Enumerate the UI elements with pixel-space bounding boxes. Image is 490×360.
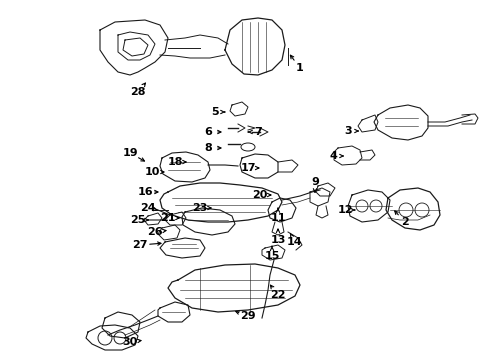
Text: 26: 26 <box>147 227 163 237</box>
Text: 29: 29 <box>240 311 256 321</box>
Text: 19: 19 <box>122 148 138 158</box>
Text: 10: 10 <box>145 167 160 177</box>
Text: 24: 24 <box>140 203 156 213</box>
Text: 12: 12 <box>337 205 353 215</box>
Text: 28: 28 <box>130 87 146 97</box>
Text: 22: 22 <box>270 290 286 300</box>
Text: 3: 3 <box>344 126 352 136</box>
Text: 23: 23 <box>192 203 208 213</box>
Text: 20: 20 <box>252 190 268 200</box>
Text: 16: 16 <box>137 187 153 197</box>
Text: 11: 11 <box>270 213 286 223</box>
Text: 5: 5 <box>211 107 219 117</box>
Text: 18: 18 <box>167 157 183 167</box>
Text: 21: 21 <box>160 213 176 223</box>
Text: 17: 17 <box>240 163 256 173</box>
Text: 25: 25 <box>130 215 146 225</box>
Text: 2: 2 <box>401 217 409 227</box>
Text: 7: 7 <box>254 127 262 137</box>
Text: 14: 14 <box>287 237 303 247</box>
Text: 15: 15 <box>264 251 280 261</box>
Text: 6: 6 <box>204 127 212 137</box>
Text: 27: 27 <box>132 240 148 250</box>
Text: 9: 9 <box>311 177 319 187</box>
Text: 4: 4 <box>329 151 337 161</box>
Text: 1: 1 <box>296 63 304 73</box>
Text: 30: 30 <box>122 337 138 347</box>
Text: 13: 13 <box>270 235 286 245</box>
Text: 8: 8 <box>204 143 212 153</box>
